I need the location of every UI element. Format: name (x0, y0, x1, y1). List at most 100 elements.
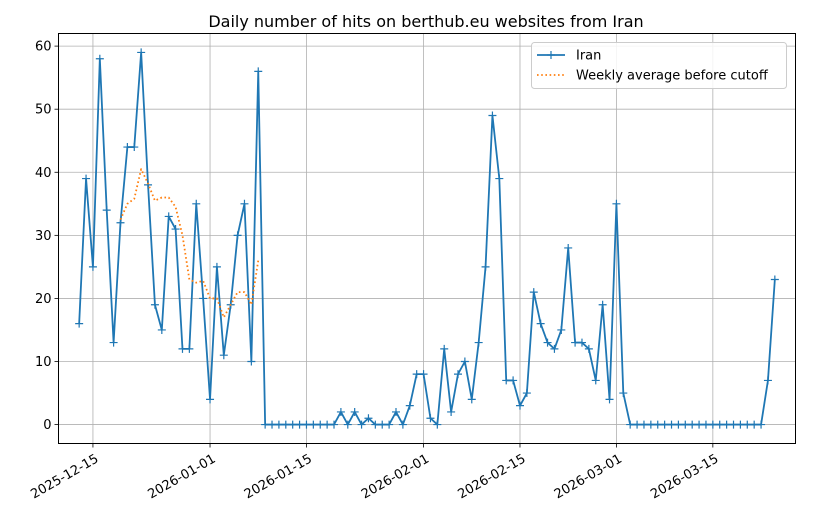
data-point (281, 420, 290, 429)
x-tick-label: 2026-01-15 (242, 452, 315, 503)
data-point (323, 420, 332, 429)
data-point (385, 420, 394, 429)
data-point (633, 420, 642, 429)
data-point (150, 300, 159, 309)
data-point (529, 288, 538, 297)
data-point (295, 420, 304, 429)
legend-box (531, 42, 787, 89)
data-point (667, 420, 676, 429)
data-point (454, 370, 462, 379)
data-point (770, 275, 779, 284)
y-tick-label: 0 (43, 418, 51, 433)
data-point (330, 420, 339, 429)
data-point (116, 218, 125, 227)
data-point (743, 420, 752, 429)
data-point (474, 338, 483, 347)
data-point (268, 420, 277, 429)
data-point (254, 67, 263, 76)
data-point (495, 174, 504, 183)
data-point (378, 420, 387, 429)
data-point (350, 407, 359, 416)
plot-frame (58, 33, 796, 444)
data-point (212, 262, 221, 271)
y-tick-label: 30 (35, 229, 52, 244)
data-point (171, 225, 180, 234)
data-point (522, 389, 531, 398)
data-point (715, 420, 724, 429)
data-point (681, 420, 690, 429)
series-line-0 (78, 51, 776, 426)
data-point (240, 199, 249, 208)
series-0 (75, 48, 779, 429)
legend-marker-iran (547, 51, 555, 59)
data-point (543, 338, 552, 347)
data-point (564, 243, 573, 252)
x-tick-label: 2025-12-15 (28, 452, 101, 503)
data-point (419, 370, 428, 379)
data-point (722, 420, 731, 429)
data-point (157, 325, 166, 334)
data-point (364, 414, 373, 423)
data-point (185, 344, 194, 353)
data-point (515, 401, 524, 410)
data-point (736, 420, 745, 429)
data-point (639, 420, 648, 429)
data-point (591, 376, 600, 385)
data-point (144, 180, 153, 189)
y-tick-label: 20 (35, 292, 52, 307)
y-tick-label: 10 (35, 355, 52, 370)
data-point (137, 48, 146, 57)
data-point (619, 389, 628, 398)
y-tick-label: 60 (35, 40, 52, 55)
data-point (660, 420, 669, 429)
data-point (371, 420, 380, 429)
data-point (302, 420, 311, 429)
data-point (398, 420, 407, 429)
grid (58, 33, 796, 444)
data-point (467, 395, 476, 404)
data-point (82, 174, 91, 183)
data-point (688, 420, 697, 429)
data-point (598, 300, 607, 309)
data-point (433, 420, 442, 429)
data-point (757, 420, 766, 429)
x-tick-label: 2026-01-01 (145, 452, 218, 503)
data-point (674, 420, 683, 429)
data-point (102, 206, 111, 215)
data-point (88, 262, 97, 271)
data-point (261, 420, 270, 429)
data-point (309, 420, 318, 429)
data-point (447, 407, 456, 416)
data-point (336, 407, 345, 416)
data-point (130, 143, 139, 152)
data-point (584, 344, 593, 353)
data-point (509, 376, 518, 385)
series-layer (75, 48, 779, 429)
data-point (288, 420, 297, 429)
data-point (426, 414, 435, 423)
data-point (206, 395, 215, 404)
y-axis: 0 10 20 30 40 50 60 (35, 40, 59, 433)
data-point (708, 420, 717, 429)
data-point (626, 420, 635, 429)
data-point (502, 376, 511, 385)
data-point (729, 420, 738, 429)
data-point (164, 212, 173, 221)
data-point (571, 338, 580, 347)
data-point (701, 420, 710, 429)
data-point (199, 294, 208, 303)
data-point (247, 357, 256, 366)
x-axis: 2025-12-15 2026-01-01 2026-01-15 2026-02-01… (28, 443, 721, 503)
legend-label-iran: Iran (576, 49, 601, 64)
legend-label-weekly-average: Weekly average before cutoff (576, 69, 769, 84)
legend: Iran Weekly average before cutoff (531, 42, 787, 89)
data-point (123, 143, 132, 152)
data-point (653, 420, 662, 429)
x-tick-label: 2026-02-01 (359, 452, 432, 503)
x-tick-label: 2026-03-15 (648, 452, 721, 503)
data-point (646, 420, 655, 429)
data-point (763, 376, 772, 385)
data-point (357, 420, 366, 429)
data-point (605, 395, 614, 404)
